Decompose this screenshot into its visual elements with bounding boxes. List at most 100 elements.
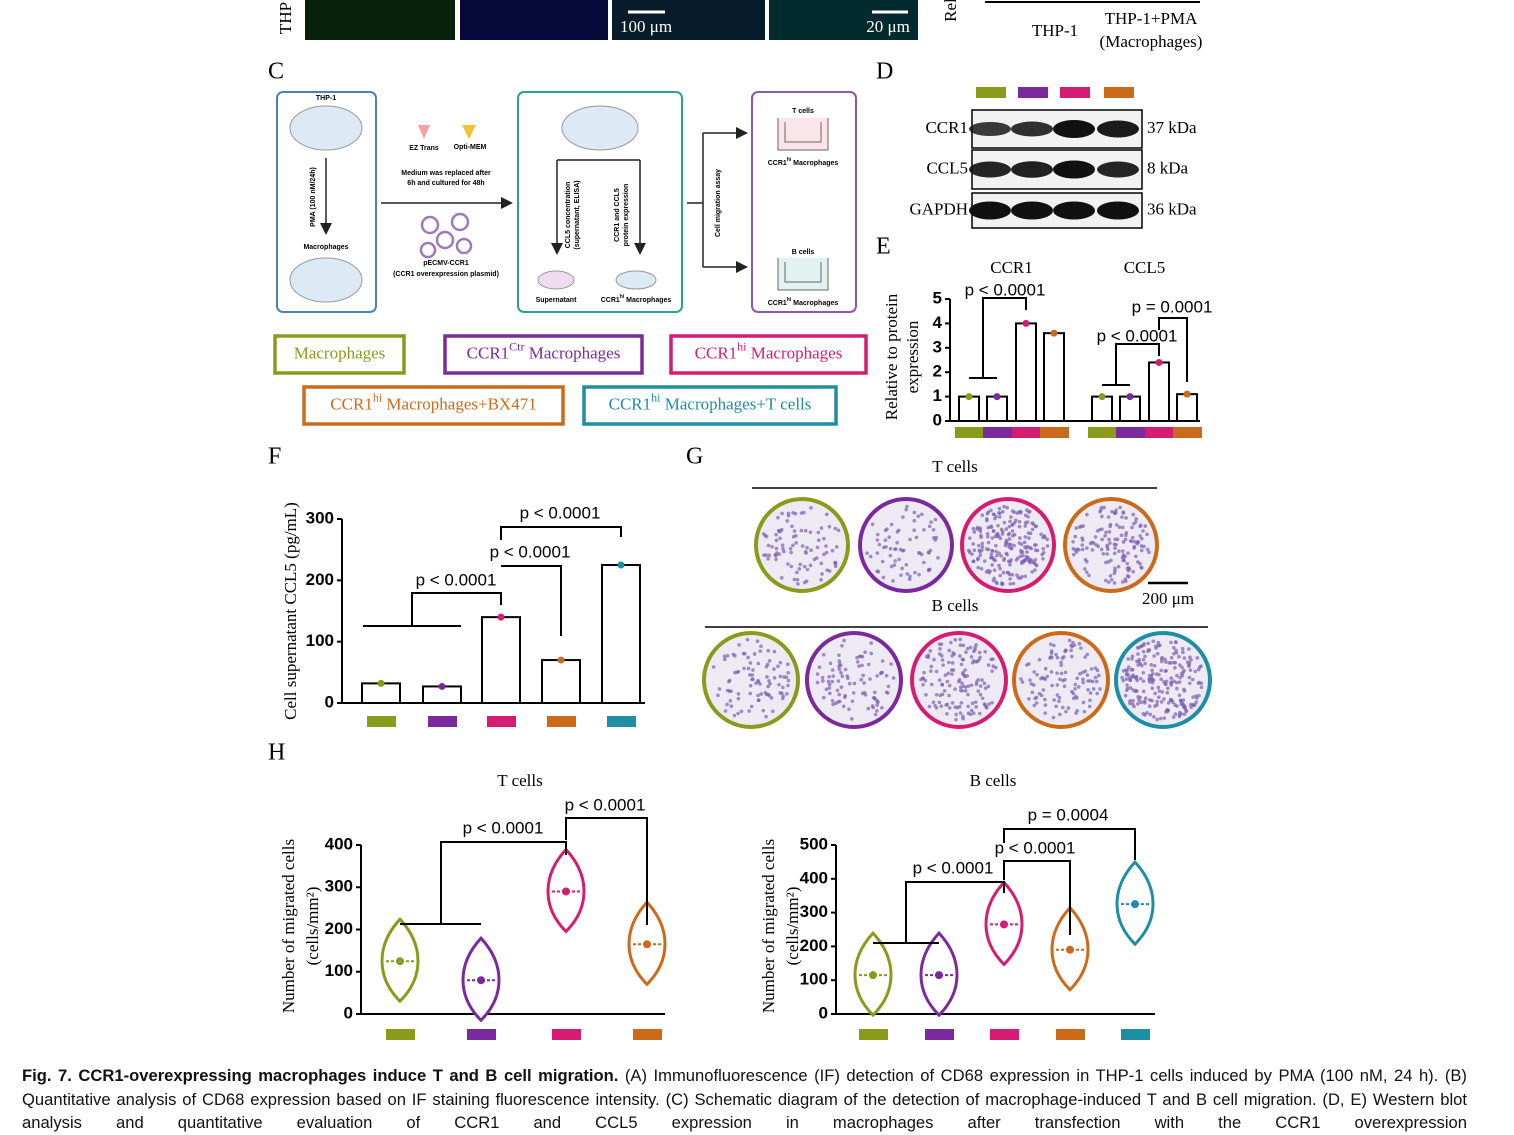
cell-dot xyxy=(1124,516,1128,520)
cell-dot xyxy=(836,679,841,683)
cell-dot xyxy=(986,663,991,667)
cell-dot xyxy=(1073,686,1077,691)
cell-dot xyxy=(780,511,784,516)
if-image xyxy=(460,0,608,40)
category-label: (Macrophages) xyxy=(1100,32,1203,51)
cell-dot xyxy=(1112,551,1117,556)
cell-dot xyxy=(1099,505,1104,510)
cell-dot xyxy=(735,670,740,675)
cell-dot xyxy=(1141,670,1146,675)
cell-dot xyxy=(1136,652,1140,656)
group-swatch xyxy=(487,716,516,727)
cell-dot xyxy=(1150,686,1155,691)
legend-box xyxy=(443,334,644,375)
cell-dot xyxy=(826,679,831,684)
legend-sup: hi xyxy=(373,390,383,404)
median-point xyxy=(1131,900,1139,909)
legend-box xyxy=(302,385,565,426)
cell-dot xyxy=(861,673,866,678)
cell-dot xyxy=(751,677,755,681)
cell-dot xyxy=(924,693,928,697)
cell-dot xyxy=(868,677,872,681)
cell-dot xyxy=(1075,547,1080,552)
bar-point xyxy=(965,393,973,401)
cell-dot xyxy=(782,549,786,554)
scale-label: 20 μm xyxy=(866,17,910,36)
cell-dot xyxy=(943,673,948,678)
cell-dot xyxy=(1007,524,1011,529)
cell-dot xyxy=(1199,685,1204,690)
cell-dot xyxy=(786,562,790,566)
cell-dot xyxy=(1002,504,1006,509)
cell-dot xyxy=(989,508,993,513)
group-swatch xyxy=(925,1029,954,1040)
cell-dot xyxy=(828,691,832,696)
cell-dot xyxy=(1191,695,1195,699)
cell-dot xyxy=(1026,531,1031,535)
cell-dot xyxy=(766,684,770,689)
cell-dot xyxy=(1135,702,1140,706)
cell-dot xyxy=(978,684,983,688)
cell-dot xyxy=(1001,510,1005,514)
cell-dot xyxy=(1101,551,1106,556)
cell-dot xyxy=(1091,687,1096,691)
cell-dot xyxy=(869,651,874,656)
blot-label: GAPDH xyxy=(909,199,968,218)
cell-dot xyxy=(1089,667,1094,671)
cell-dot xyxy=(961,643,966,648)
cell-dot xyxy=(1109,577,1114,582)
cell-dot xyxy=(1059,660,1063,665)
cell-dot xyxy=(796,582,800,586)
legend-box xyxy=(669,334,868,375)
significance-bracket xyxy=(1158,317,1188,382)
cell-dot xyxy=(1004,538,1009,543)
cell-dot xyxy=(1116,564,1121,569)
cell-dot xyxy=(899,573,903,577)
cell-dot xyxy=(980,548,984,552)
cell-dot xyxy=(790,524,794,529)
legend-sup: hi xyxy=(737,339,747,353)
cell-dot xyxy=(781,694,785,698)
cell-dot xyxy=(850,699,855,704)
cell-dot xyxy=(774,546,779,551)
cell-dot xyxy=(1169,676,1174,680)
y-tick-label: 4 xyxy=(933,313,943,332)
cell-dot xyxy=(742,651,747,656)
cell-dot xyxy=(950,672,954,676)
cell-dot xyxy=(991,529,996,533)
bar xyxy=(601,564,641,704)
median-point xyxy=(643,940,651,949)
cell-dot xyxy=(774,557,778,562)
diagram-text: CCR1hi Macrophages xyxy=(768,157,839,167)
cell-dot xyxy=(1139,548,1144,553)
cell-dot xyxy=(986,568,990,573)
cell-dot xyxy=(1063,649,1067,654)
cell-dot xyxy=(967,536,972,540)
cell-dot xyxy=(1034,524,1039,528)
y-axis-label: Cell supernatant CCL5 (pg/mL) xyxy=(281,502,300,720)
cell-dot xyxy=(1086,679,1090,683)
cell-dot xyxy=(847,681,852,686)
cell-dot xyxy=(1000,532,1005,536)
cell-dot xyxy=(1125,561,1130,566)
cell-dot xyxy=(1112,581,1117,585)
cell-dot xyxy=(1149,674,1154,678)
cell-dot xyxy=(1188,668,1193,672)
cell-dot xyxy=(1150,680,1155,685)
cell-dot xyxy=(1033,568,1037,572)
significance-bracket xyxy=(565,817,648,925)
cell-dot xyxy=(1011,581,1016,586)
y-tick-label: 0 xyxy=(819,1003,828,1022)
blot-size: 37 kDa xyxy=(1147,118,1197,137)
cell-dot xyxy=(964,650,968,655)
cell-dot xyxy=(1000,529,1005,534)
cell-dot xyxy=(816,530,821,535)
cell-dot xyxy=(1164,679,1169,684)
cell-dot xyxy=(1070,644,1074,649)
cell-dot xyxy=(1041,557,1045,561)
panel-letter: H xyxy=(268,740,285,766)
cell-dot xyxy=(1098,527,1102,532)
cell-dot xyxy=(1010,529,1015,533)
bar-point xyxy=(1050,329,1058,337)
cell-dot xyxy=(931,528,936,532)
